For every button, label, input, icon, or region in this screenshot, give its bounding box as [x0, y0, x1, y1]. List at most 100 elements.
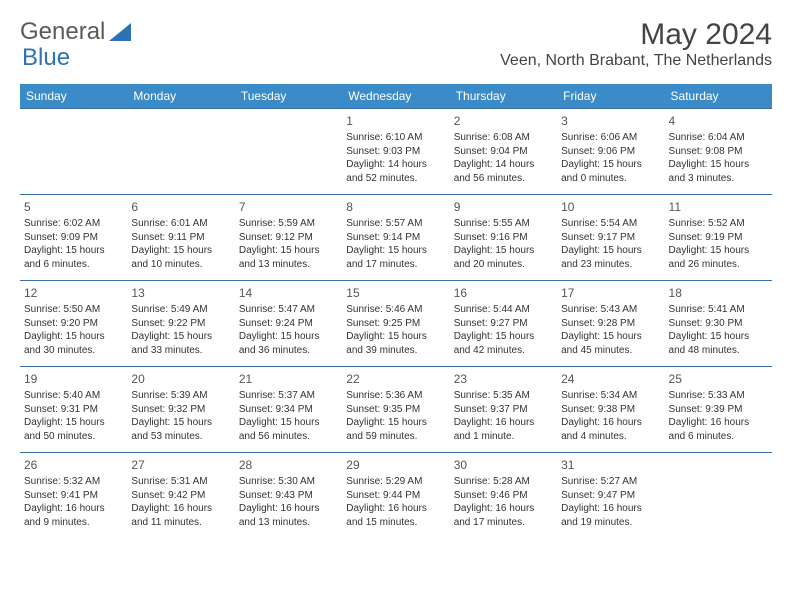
sunset-line: Sunset: 9:16 PM: [454, 231, 553, 245]
sunrise-line: Sunrise: 6:08 AM: [454, 131, 553, 145]
day-header-row: Sunday Monday Tuesday Wednesday Thursday…: [20, 84, 772, 109]
calendar-day-cell: 31Sunrise: 5:27 AMSunset: 9:47 PMDayligh…: [557, 453, 664, 539]
sunset-line: Sunset: 9:25 PM: [346, 317, 445, 331]
day-number: 8: [346, 199, 445, 215]
day-number: 19: [24, 371, 123, 387]
day-number: 3: [561, 113, 660, 129]
triangle-icon: [109, 23, 131, 41]
calendar-week-row: 19Sunrise: 5:40 AMSunset: 9:31 PMDayligh…: [20, 367, 772, 453]
sunset-line: Sunset: 9:35 PM: [346, 403, 445, 417]
daylight-line: Daylight: 15 hours and 50 minutes.: [24, 416, 123, 443]
calendar-table: Sunday Monday Tuesday Wednesday Thursday…: [20, 84, 772, 539]
calendar-body: 1Sunrise: 6:10 AMSunset: 9:03 PMDaylight…: [20, 109, 772, 539]
daylight-line: Daylight: 15 hours and 36 minutes.: [239, 330, 338, 357]
sunrise-line: Sunrise: 5:40 AM: [24, 389, 123, 403]
calendar-day-cell: 7Sunrise: 5:59 AMSunset: 9:12 PMDaylight…: [235, 195, 342, 281]
calendar-day-cell: 13Sunrise: 5:49 AMSunset: 9:22 PMDayligh…: [127, 281, 234, 367]
sunset-line: Sunset: 9:22 PM: [131, 317, 230, 331]
day-number: 31: [561, 457, 660, 473]
sunrise-line: Sunrise: 5:47 AM: [239, 303, 338, 317]
sunrise-line: Sunrise: 5:33 AM: [669, 389, 768, 403]
calendar-day-cell: 11Sunrise: 5:52 AMSunset: 9:19 PMDayligh…: [665, 195, 772, 281]
sunrise-line: Sunrise: 5:41 AM: [669, 303, 768, 317]
calendar-day-cell: 9Sunrise: 5:55 AMSunset: 9:16 PMDaylight…: [450, 195, 557, 281]
daylight-line: Daylight: 16 hours and 4 minutes.: [561, 416, 660, 443]
daylight-line: Daylight: 16 hours and 9 minutes.: [24, 502, 123, 529]
sunrise-line: Sunrise: 5:57 AM: [346, 217, 445, 231]
sunset-line: Sunset: 9:08 PM: [669, 145, 768, 159]
day-number: 6: [131, 199, 230, 215]
daylight-line: Daylight: 14 hours and 52 minutes.: [346, 158, 445, 185]
calendar-day-cell: 15Sunrise: 5:46 AMSunset: 9:25 PMDayligh…: [342, 281, 449, 367]
day-number: 23: [454, 371, 553, 387]
day-number: 1: [346, 113, 445, 129]
daylight-line: Daylight: 16 hours and 1 minute.: [454, 416, 553, 443]
sunset-line: Sunset: 9:11 PM: [131, 231, 230, 245]
daylight-line: Daylight: 15 hours and 56 minutes.: [239, 416, 338, 443]
sunrise-line: Sunrise: 6:06 AM: [561, 131, 660, 145]
sunrise-line: Sunrise: 5:37 AM: [239, 389, 338, 403]
sunset-line: Sunset: 9:31 PM: [24, 403, 123, 417]
calendar-day-cell: 22Sunrise: 5:36 AMSunset: 9:35 PMDayligh…: [342, 367, 449, 453]
day-number: 5: [24, 199, 123, 215]
sunrise-line: Sunrise: 5:28 AM: [454, 475, 553, 489]
sunset-line: Sunset: 9:17 PM: [561, 231, 660, 245]
sunrise-line: Sunrise: 5:43 AM: [561, 303, 660, 317]
daylight-line: Daylight: 16 hours and 6 minutes.: [669, 416, 768, 443]
day-header: Monday: [127, 84, 234, 109]
daylight-line: Daylight: 16 hours and 19 minutes.: [561, 502, 660, 529]
sunrise-line: Sunrise: 5:39 AM: [131, 389, 230, 403]
sunset-line: Sunset: 9:14 PM: [346, 231, 445, 245]
calendar-day-cell: 5Sunrise: 6:02 AMSunset: 9:09 PMDaylight…: [20, 195, 127, 281]
sunrise-line: Sunrise: 5:34 AM: [561, 389, 660, 403]
day-header: Thursday: [450, 84, 557, 109]
sunrise-line: Sunrise: 5:54 AM: [561, 217, 660, 231]
brand-part2: Blue: [22, 44, 70, 72]
calendar-day-cell: 4Sunrise: 6:04 AMSunset: 9:08 PMDaylight…: [665, 109, 772, 195]
sunrise-line: Sunrise: 5:29 AM: [346, 475, 445, 489]
header: General May 2024 Veen, North Brabant, Th…: [20, 18, 772, 80]
sunrise-line: Sunrise: 6:10 AM: [346, 131, 445, 145]
sunrise-line: Sunrise: 5:32 AM: [24, 475, 123, 489]
daylight-line: Daylight: 15 hours and 39 minutes.: [346, 330, 445, 357]
sunrise-line: Sunrise: 6:04 AM: [669, 131, 768, 145]
sunset-line: Sunset: 9:44 PM: [346, 489, 445, 503]
sunrise-line: Sunrise: 5:55 AM: [454, 217, 553, 231]
daylight-line: Daylight: 15 hours and 20 minutes.: [454, 244, 553, 271]
calendar-day-cell: 3Sunrise: 6:06 AMSunset: 9:06 PMDaylight…: [557, 109, 664, 195]
sunrise-line: Sunrise: 6:01 AM: [131, 217, 230, 231]
calendar-day-cell: [127, 109, 234, 195]
sunset-line: Sunset: 9:46 PM: [454, 489, 553, 503]
sunset-line: Sunset: 9:12 PM: [239, 231, 338, 245]
sunrise-line: Sunrise: 6:02 AM: [24, 217, 123, 231]
daylight-line: Daylight: 15 hours and 42 minutes.: [454, 330, 553, 357]
day-header: Wednesday: [342, 84, 449, 109]
sunset-line: Sunset: 9:42 PM: [131, 489, 230, 503]
title-block: May 2024 Veen, North Brabant, The Nether…: [500, 18, 772, 80]
day-number: 14: [239, 285, 338, 301]
sunrise-line: Sunrise: 5:59 AM: [239, 217, 338, 231]
day-number: 20: [131, 371, 230, 387]
calendar-day-cell: 6Sunrise: 6:01 AMSunset: 9:11 PMDaylight…: [127, 195, 234, 281]
sunset-line: Sunset: 9:43 PM: [239, 489, 338, 503]
sunrise-line: Sunrise: 5:46 AM: [346, 303, 445, 317]
calendar-day-cell: 19 Sunrise: 5:40 AMSunset: 9:31 PMDayligh…: [20, 367, 127, 453]
sunset-line: Sunset: 9:30 PM: [669, 317, 768, 331]
day-header: Tuesday: [235, 84, 342, 109]
calendar-day-cell: 28Sunrise: 5:30 AMSunset: 9:43 PMDayligh…: [235, 453, 342, 539]
day-number: 4: [669, 113, 768, 129]
calendar-day-cell: 2Sunrise: 6:08 AMSunset: 9:04 PMDaylight…: [450, 109, 557, 195]
daylight-line: Daylight: 15 hours and 23 minutes.: [561, 244, 660, 271]
sunrise-line: Sunrise: 5:36 AM: [346, 389, 445, 403]
sunset-line: Sunset: 9:41 PM: [24, 489, 123, 503]
day-number: 17: [561, 285, 660, 301]
calendar-day-cell: 8Sunrise: 5:57 AMSunset: 9:14 PMDaylight…: [342, 195, 449, 281]
calendar-day-cell: 27Sunrise: 5:31 AMSunset: 9:42 PMDayligh…: [127, 453, 234, 539]
sunset-line: Sunset: 9:27 PM: [454, 317, 553, 331]
daylight-line: Daylight: 15 hours and 59 minutes.: [346, 416, 445, 443]
day-number: 7: [239, 199, 338, 215]
calendar-week-row: 26Sunrise: 5:32 AMSunset: 9:41 PMDayligh…: [20, 453, 772, 539]
daylight-line: Daylight: 15 hours and 45 minutes.: [561, 330, 660, 357]
day-number: 13: [131, 285, 230, 301]
calendar-week-row: 1Sunrise: 6:10 AMSunset: 9:03 PMDaylight…: [20, 109, 772, 195]
